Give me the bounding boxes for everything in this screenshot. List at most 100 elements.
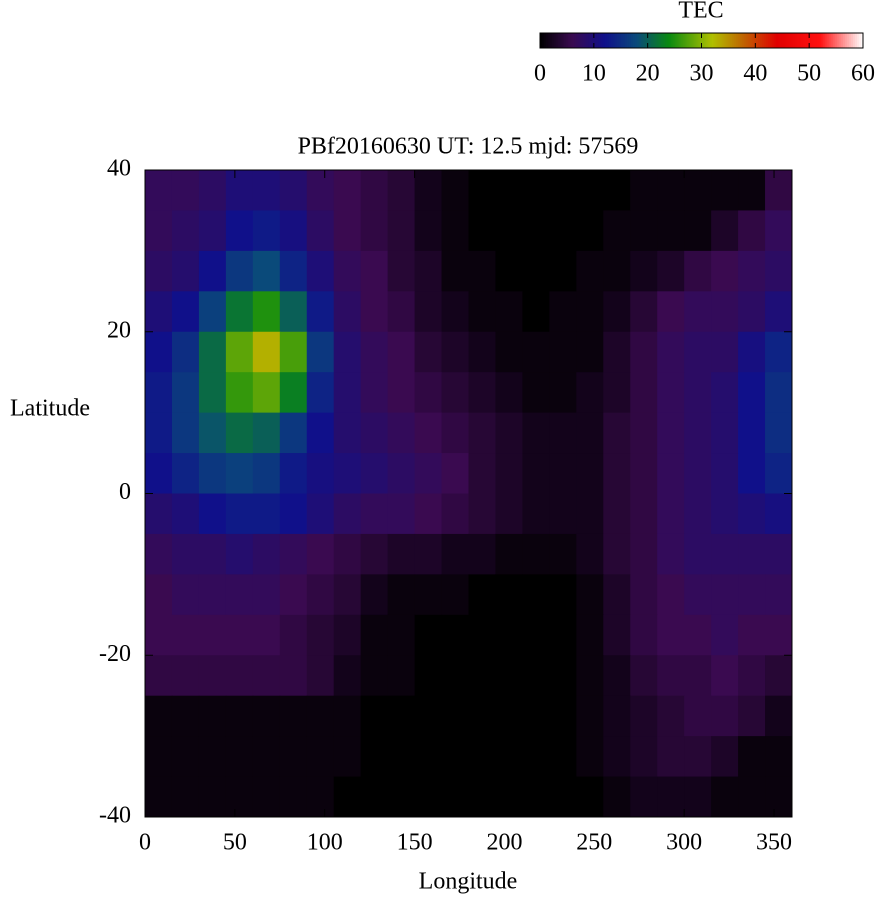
heat-cell bbox=[738, 614, 766, 656]
heat-cell bbox=[414, 372, 443, 414]
colorbar-segment bbox=[610, 33, 614, 48]
heat-cell bbox=[252, 533, 281, 575]
colorbar-segment bbox=[689, 33, 692, 48]
heat-cell bbox=[765, 695, 793, 737]
heat-cell bbox=[522, 250, 550, 292]
heat-cell bbox=[360, 250, 389, 292]
colorbar-segment bbox=[659, 33, 662, 48]
heat-cell bbox=[279, 412, 308, 454]
colorbar-segment bbox=[810, 33, 814, 48]
heat-cell bbox=[279, 574, 308, 616]
heat-cell bbox=[171, 412, 200, 454]
heat-cell bbox=[468, 695, 496, 737]
heat-cell bbox=[576, 372, 604, 414]
heat-cell bbox=[333, 655, 362, 697]
colorbar-segment bbox=[735, 33, 739, 48]
heat-cell bbox=[198, 331, 227, 373]
heat-cell bbox=[576, 655, 604, 697]
heat-cell bbox=[333, 210, 362, 252]
heat-cell bbox=[252, 291, 281, 333]
heat-cell bbox=[495, 695, 523, 737]
colorbar-segment bbox=[552, 33, 555, 48]
heat-cell bbox=[279, 210, 308, 252]
heat-cell bbox=[387, 372, 416, 414]
colorbar-tick-label: 20 bbox=[636, 61, 660, 87]
colorbar-segment bbox=[669, 33, 672, 48]
heat-cell bbox=[657, 291, 685, 333]
colorbar-segment bbox=[608, 33, 612, 48]
heat-cell bbox=[765, 533, 793, 575]
colorbar-segment bbox=[622, 33, 626, 48]
heat-cell bbox=[360, 170, 389, 211]
heat-cell bbox=[145, 412, 173, 454]
heat-cell bbox=[333, 250, 362, 292]
heat-cell bbox=[711, 614, 739, 656]
colorbar-segment bbox=[846, 33, 850, 48]
x-tick-label: 250 bbox=[576, 830, 612, 856]
colorbar-segment bbox=[711, 33, 715, 48]
heat-cell bbox=[603, 736, 631, 778]
colorbar-segment bbox=[695, 33, 698, 48]
heat-cell bbox=[225, 655, 254, 697]
heat-cell bbox=[252, 574, 281, 616]
colorbar-segment bbox=[733, 33, 737, 48]
colorbar-segment bbox=[788, 33, 791, 48]
colorbar-segment bbox=[554, 33, 557, 48]
heat-cell bbox=[711, 372, 739, 414]
heat-cell bbox=[522, 736, 550, 778]
colorbar-segment bbox=[673, 33, 676, 48]
heat-cell bbox=[171, 291, 200, 333]
colorbar-segment bbox=[747, 33, 751, 48]
heat-cell bbox=[684, 533, 712, 575]
heat-cell bbox=[576, 170, 604, 211]
heat-cell bbox=[333, 614, 362, 656]
colorbar-segment bbox=[594, 33, 598, 48]
heat-cell bbox=[387, 655, 416, 697]
heat-cell bbox=[441, 453, 469, 494]
heat-cell bbox=[549, 614, 577, 656]
heat-cell bbox=[252, 331, 281, 373]
heat-cell bbox=[225, 695, 254, 737]
heat-cell bbox=[495, 210, 523, 252]
heat-cell bbox=[387, 250, 416, 292]
heat-cell bbox=[360, 736, 389, 778]
colorbar-segment bbox=[834, 33, 838, 48]
colorbar-segment bbox=[638, 33, 642, 48]
heat-cell bbox=[145, 250, 173, 292]
heat-cell bbox=[387, 210, 416, 252]
heat-cell bbox=[576, 210, 604, 252]
heat-cell bbox=[387, 331, 416, 373]
heat-cell bbox=[306, 250, 335, 292]
heat-cell bbox=[738, 493, 766, 535]
heat-cell bbox=[145, 533, 173, 575]
heat-cell bbox=[414, 533, 443, 575]
x-tick-label: 100 bbox=[307, 830, 343, 856]
heat-cell bbox=[198, 493, 227, 535]
colorbar-segment bbox=[606, 33, 610, 48]
heat-cell bbox=[198, 412, 227, 454]
heat-cell bbox=[468, 291, 496, 333]
y-tick-label: 20 bbox=[107, 317, 131, 343]
heat-cell bbox=[198, 776, 227, 818]
heat-cell bbox=[198, 574, 227, 616]
heat-cell bbox=[252, 736, 281, 778]
colorbar-segment bbox=[766, 33, 769, 48]
colorbar-segment bbox=[762, 33, 765, 48]
colorbar-segment bbox=[703, 33, 707, 48]
heat-cell bbox=[252, 614, 281, 656]
heat-cell bbox=[495, 291, 523, 333]
heat-cell bbox=[441, 331, 469, 373]
colorbar-segment bbox=[848, 33, 852, 48]
heat-cell bbox=[171, 250, 200, 292]
heat-cell bbox=[145, 372, 173, 414]
heat-cell bbox=[522, 412, 550, 454]
colorbar-segment bbox=[568, 33, 571, 48]
colorbar-segment bbox=[790, 33, 793, 48]
heat-cell bbox=[522, 210, 550, 252]
heat-cell bbox=[495, 250, 523, 292]
heat-cell bbox=[765, 776, 793, 818]
colorbar-segment bbox=[616, 33, 620, 48]
heat-cell bbox=[360, 695, 389, 737]
colorbar-segment bbox=[707, 33, 711, 48]
heat-cell bbox=[171, 695, 200, 737]
